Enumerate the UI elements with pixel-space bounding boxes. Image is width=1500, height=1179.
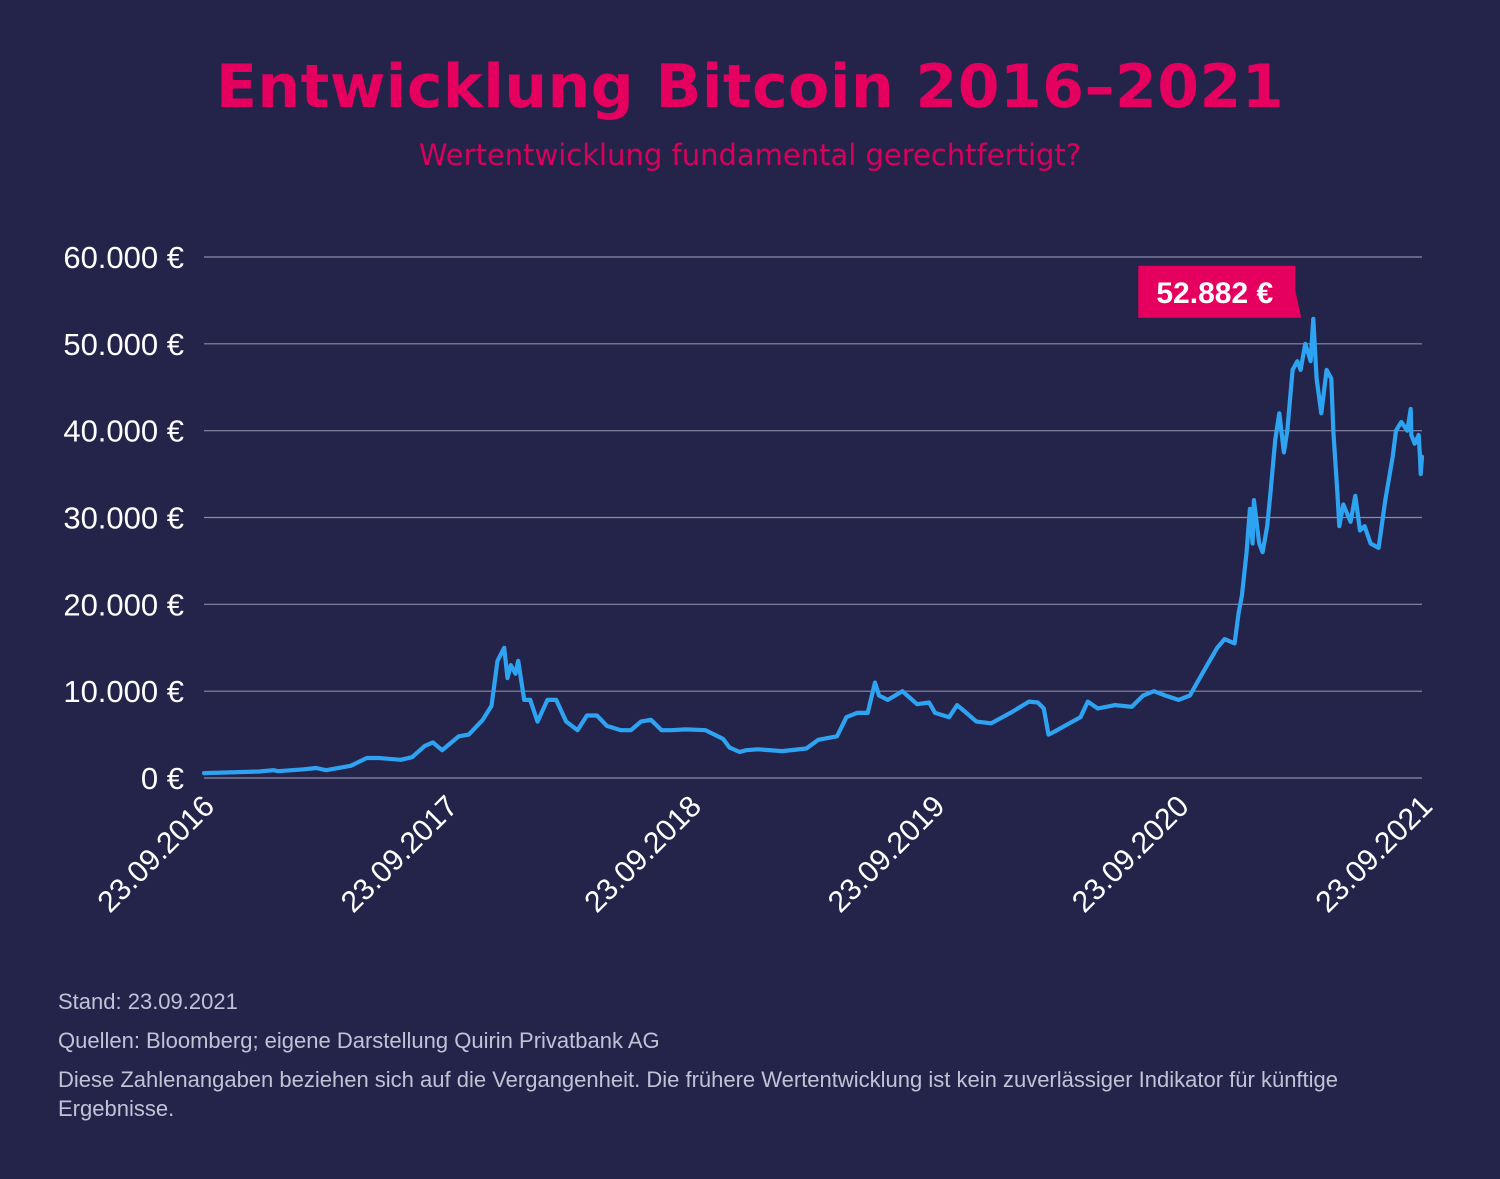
chart-title: Entwicklung Bitcoin 2016–2021 [215,52,1285,122]
peak-callout: 52.882 € [1138,265,1302,318]
series-line-bitcoin [201,316,1425,776]
footer-disclaimer: Diese Zahlenangaben beziehen sich auf di… [58,1067,1339,1121]
y-tick-label: 30.000 € [63,501,184,536]
x-tick-label: 23.09.2017 [335,790,465,920]
chart-subtitle: Wertentwicklung fundamental gerechtferti… [418,138,1082,172]
footer-sources: Quellen: Bloomberg; eigene Darstellung Q… [58,1028,660,1053]
y-tick-label: 60.000 € [63,240,184,275]
footer-stand: Stand: 23.09.2021 [58,989,238,1014]
x-tick-label: 23.09.2019 [822,790,952,920]
peak-callout-label: 52.882 € [1156,277,1273,310]
x-tick-label: 23.09.2020 [1066,790,1196,920]
y-tick-label: 50.000 € [63,327,184,362]
x-tick-label: 23.09.2018 [578,790,708,920]
x-tick-label: 23.09.2016 [91,790,221,920]
x-tick-label: 23.09.2021 [1309,790,1439,920]
y-tick-label: 40.000 € [63,414,184,449]
y-tick-label: 0 € [141,761,184,796]
y-tick-label: 20.000 € [63,587,184,622]
peak-callout-box [1138,265,1302,318]
y-tick-label: 10.000 € [63,674,184,709]
